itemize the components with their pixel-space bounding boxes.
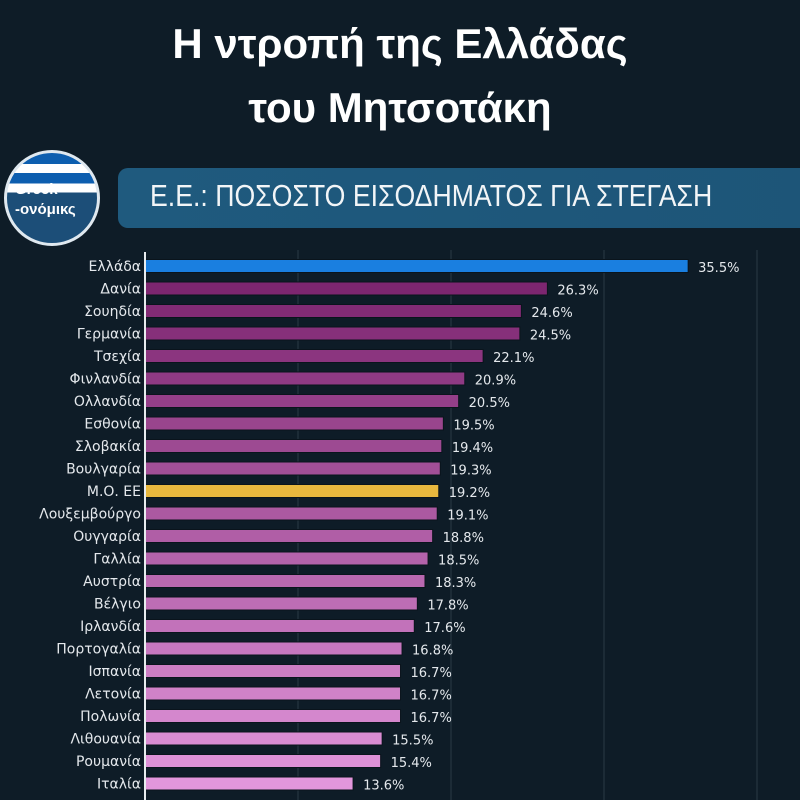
bar	[144, 529, 434, 543]
category-label: Αυστρία	[83, 574, 141, 590]
bar	[144, 709, 402, 723]
value-label: 22.1%	[493, 351, 534, 366]
category-label: Λετονία	[85, 687, 141, 703]
value-label: 19.2%	[449, 486, 490, 501]
category-label: Πολωνία	[80, 709, 141, 725]
headline-line-1: Η ντροπή της Ελλάδας	[172, 20, 628, 67]
value-label: 16.8%	[412, 644, 453, 659]
logo-text-2: -ονόμικς	[15, 201, 76, 218]
value-label: 15.5%	[392, 734, 433, 749]
bar	[144, 619, 415, 633]
bar	[144, 551, 429, 566]
category-label: Φινλανδία	[70, 372, 141, 388]
category-label: Ισπανία	[89, 664, 141, 680]
bar	[144, 349, 484, 363]
category-label: Ιρλανδία	[80, 619, 141, 635]
category-label: Πορτογαλία	[56, 642, 141, 658]
category-label: Δανία	[100, 282, 141, 298]
bar	[144, 574, 426, 588]
bar	[144, 439, 443, 453]
value-label: 13.6%	[363, 779, 404, 794]
chart-title: Ε.Ε.: ΠΟΣΟΣΤΟ ΕΙΣΟΔΗΜΑΤΟΣ ΓΙΑ ΣΤΕΓΑΣΗ	[150, 178, 713, 213]
category-label: Ουγγαρία	[73, 529, 141, 545]
bar	[144, 326, 521, 341]
category-label: Τσεχία	[93, 349, 141, 365]
value-label: 35.5%	[698, 261, 739, 276]
bar	[144, 304, 522, 318]
bar	[144, 731, 383, 746]
category-label: Βουλγαρία	[66, 462, 141, 478]
category-label: Βέλγιο	[94, 597, 141, 613]
bar	[144, 259, 689, 273]
value-label: 17.6%	[424, 621, 465, 636]
value-label: 19.5%	[453, 419, 494, 434]
chart-title-banner: Ε.Ε.: ΠΟΣΟΣΤΟ ΕΙΣΟΔΗΜΑΤΟΣ ΓΙΑ ΣΤΕΓΑΣΗ	[118, 168, 800, 228]
category-label: Σλοβακία	[75, 439, 141, 455]
category-label: Ελλάδα	[89, 259, 141, 275]
bar	[144, 461, 441, 476]
headline-line-2: του Μητσοτάκη	[248, 84, 552, 131]
category-label: Γαλλία	[93, 552, 141, 568]
value-label: 24.5%	[530, 329, 571, 344]
bar	[144, 641, 403, 656]
category-label: Λουξεμβούργο	[39, 507, 141, 523]
bar	[144, 371, 466, 386]
bar	[144, 484, 440, 498]
bar	[144, 394, 460, 408]
value-label: 26.3%	[557, 284, 598, 299]
greekonomics-logo: Greek- -ονόμικς	[4, 150, 100, 246]
category-label: Γερμανία	[77, 327, 141, 343]
value-label: 17.8%	[427, 599, 468, 614]
value-label: 18.3%	[435, 576, 476, 591]
value-label: 16.7%	[411, 711, 452, 726]
value-label: 20.9%	[475, 374, 516, 389]
value-label: 16.7%	[411, 689, 452, 704]
logo-text-1: Greek-	[15, 181, 63, 198]
bar	[144, 776, 354, 791]
bar	[144, 686, 402, 701]
category-label: Μ.Ο. ΕΕ	[87, 484, 141, 500]
value-label: 18.8%	[443, 531, 484, 546]
value-label: 19.3%	[450, 464, 491, 479]
value-label: 15.4%	[391, 756, 432, 771]
category-label: Σουηδία	[84, 304, 141, 320]
value-label: 18.5%	[438, 554, 479, 569]
category-label: Ιταλία	[97, 777, 141, 793]
category-label: Ρουμανία	[76, 754, 141, 770]
value-label: 20.5%	[469, 396, 510, 411]
bar	[144, 596, 418, 611]
category-label: Εσθονία	[84, 417, 141, 433]
value-label: 19.1%	[447, 509, 488, 524]
bar	[144, 416, 444, 431]
value-label: 19.4%	[452, 441, 493, 456]
bar	[144, 506, 438, 521]
bar	[144, 281, 548, 296]
bar	[144, 664, 402, 678]
bar	[144, 754, 382, 768]
category-label: Ολλανδία	[74, 394, 141, 410]
value-label: 24.6%	[531, 306, 572, 321]
category-label: Λιθουανία	[70, 732, 141, 748]
value-label: 16.7%	[411, 666, 452, 681]
